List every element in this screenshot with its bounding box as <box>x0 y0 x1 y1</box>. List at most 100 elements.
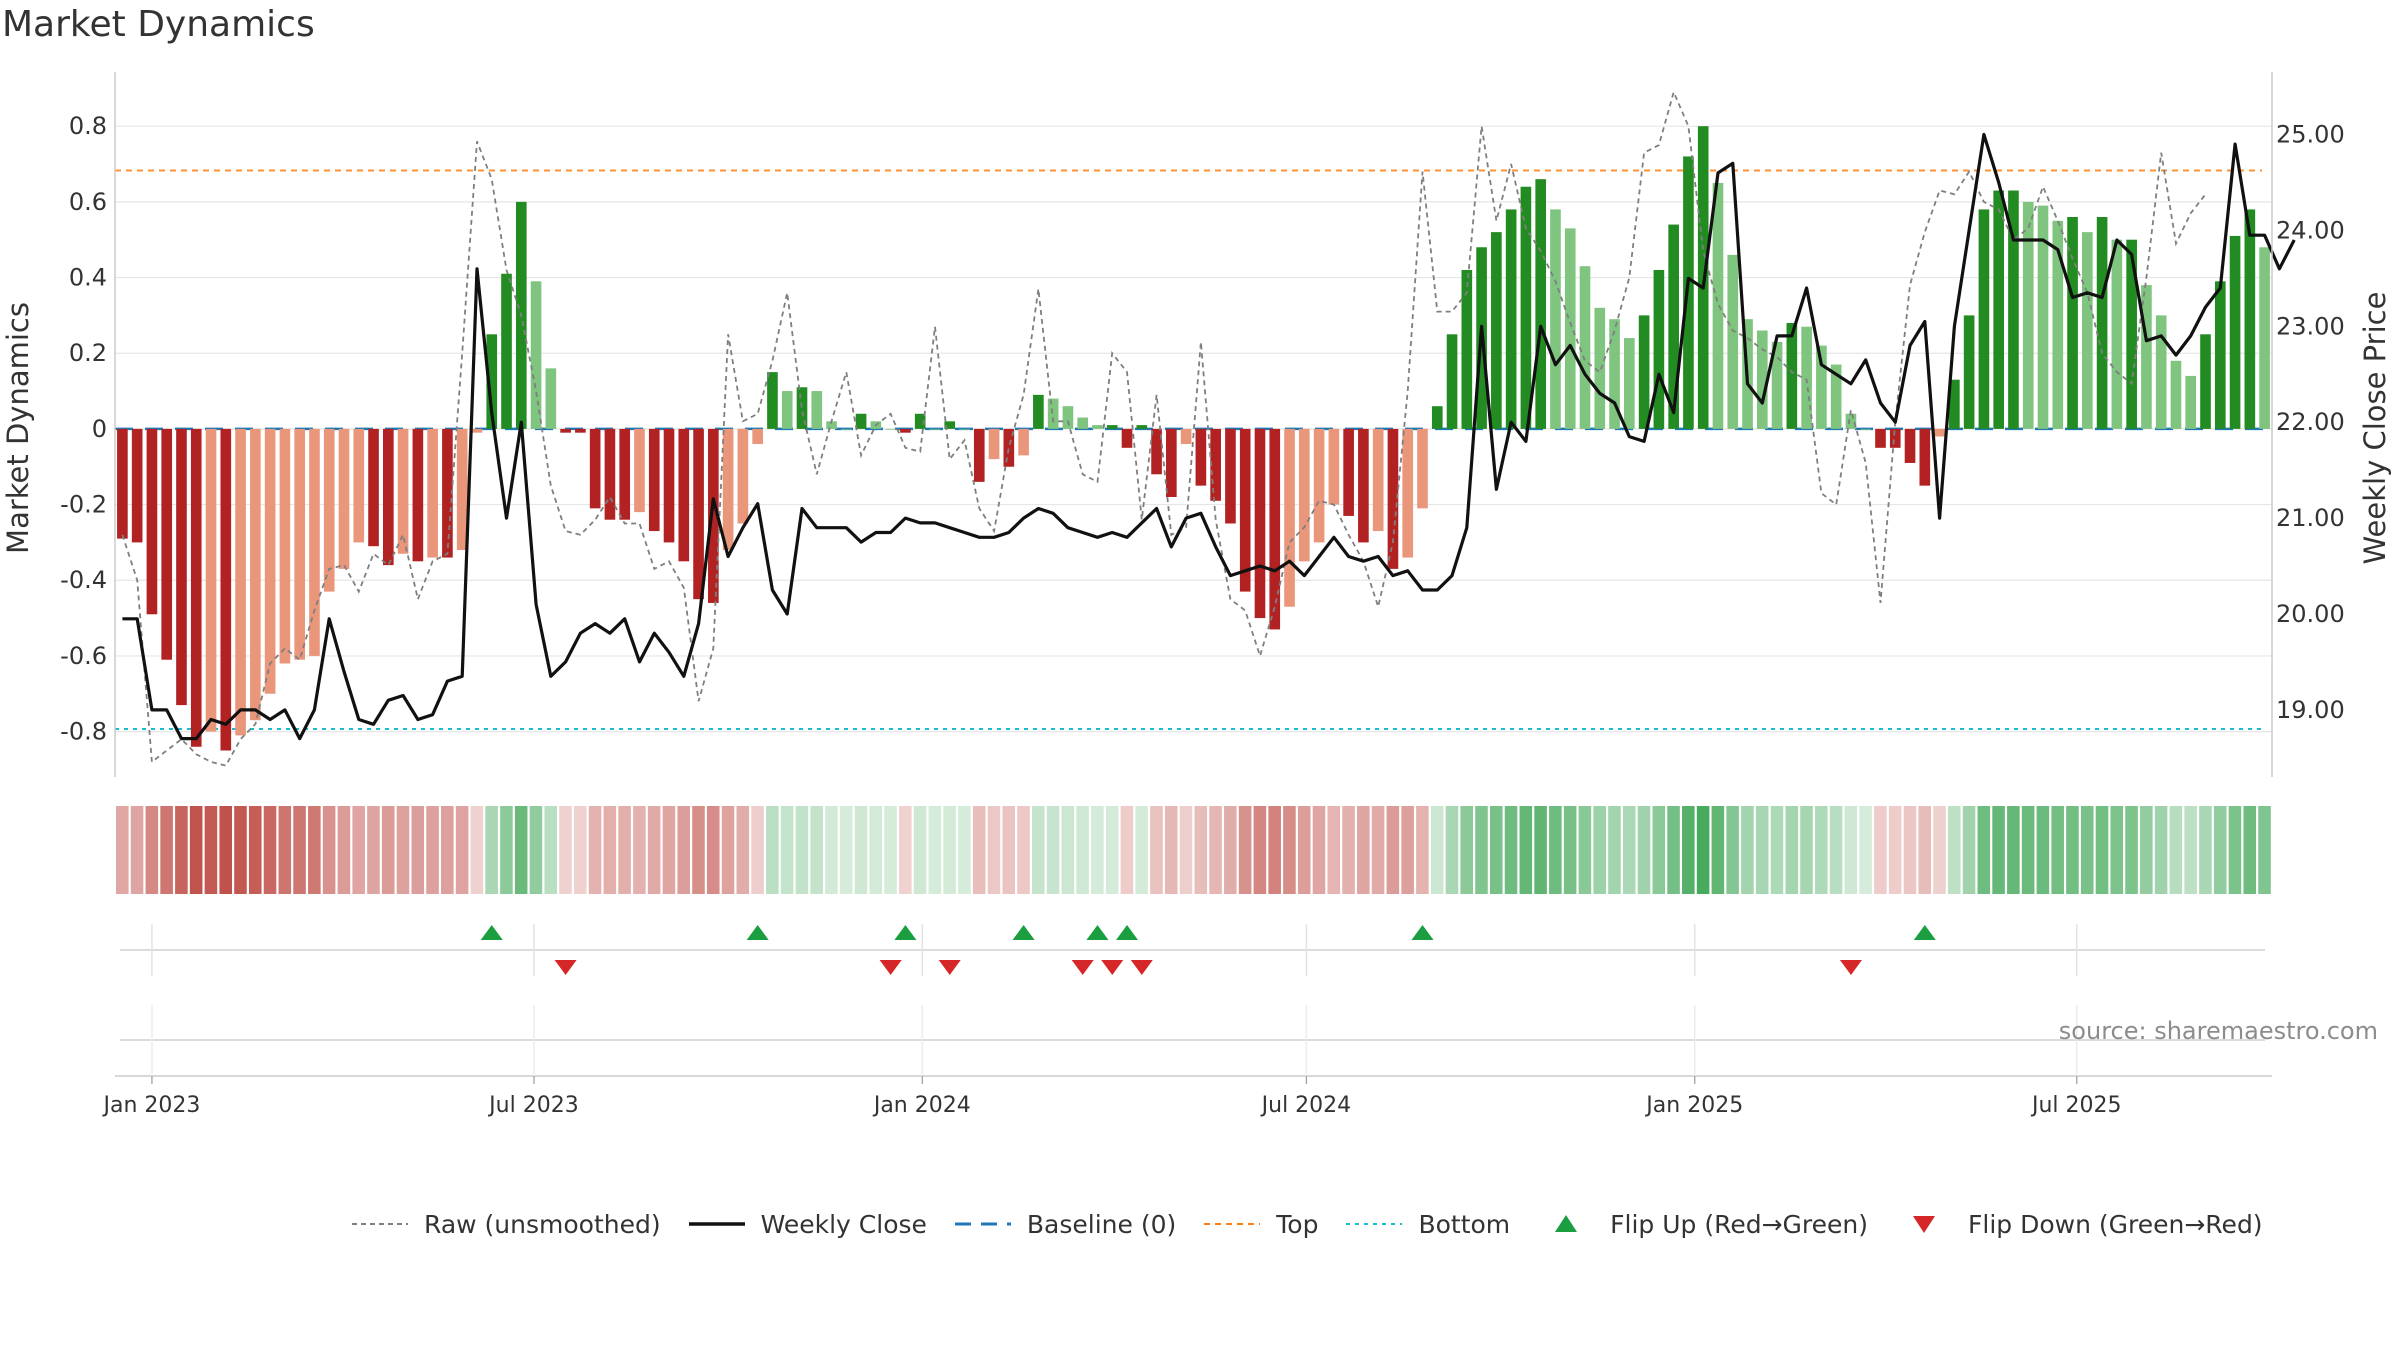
heat-cell <box>839 806 853 894</box>
dynamics-bar <box>2008 190 2019 429</box>
dynamics-bar <box>2200 334 2211 429</box>
y-left-tick-label: 0.4 <box>69 264 107 292</box>
flip-up-marker <box>894 925 917 940</box>
heat-cell <box>1829 806 1843 894</box>
x-tick-label: Jan 2024 <box>872 1093 971 1118</box>
dynamics-bar <box>2037 205 2049 429</box>
heat-cell <box>1489 806 1503 894</box>
heat-cell <box>396 806 410 894</box>
flip-up-marker <box>1913 925 1936 940</box>
heat-cell <box>293 806 306 894</box>
heat-cell <box>2243 806 2257 894</box>
heat-cell <box>116 806 129 894</box>
weekly-close-line <box>122 132 2296 741</box>
heat-cell <box>1874 806 1887 894</box>
dynamics-bar <box>2185 375 2197 429</box>
dynamics-bar <box>161 428 173 660</box>
flip-up-marker <box>1086 925 1109 940</box>
heat-cell <box>1357 806 1370 894</box>
dynamics-bar <box>1845 413 1857 429</box>
heat-cell <box>662 806 676 894</box>
legend-item-top: Top <box>1202 1210 1318 1239</box>
heat-cell <box>1977 806 1991 894</box>
dynamics-bar <box>678 428 690 562</box>
legend-item-bottom: Bottom <box>1344 1210 1510 1239</box>
market-dynamics-chart: Jan 2023 Jul 2023 Jan 2024 Jul 2024 Jan 2025… <box>1 72 2392 1118</box>
heat-cell <box>1844 806 1858 894</box>
heat-cell <box>825 806 838 894</box>
heat-cell <box>987 806 1001 894</box>
dynamics-bar <box>1180 428 1192 445</box>
y-left-tick-label: -0.6 <box>60 642 107 670</box>
heat-cell <box>2228 806 2242 894</box>
heat-cell <box>1046 806 1060 894</box>
legend-label: Flip Down (Green→Red) <box>1968 1209 2263 1239</box>
flip-up-marker <box>480 925 503 940</box>
dynamics-bar <box>826 421 837 429</box>
dynamics-bar <box>1121 428 1133 448</box>
heat-cell <box>2051 806 2064 894</box>
heat-cell <box>2184 806 2197 894</box>
heat-cell <box>1888 806 1902 894</box>
flip-up-marker <box>1116 925 1139 940</box>
heat-cell <box>677 806 690 894</box>
heat-cell <box>588 806 602 894</box>
dynamics-bar <box>1712 182 1724 429</box>
heat-cell <box>1283 806 1296 894</box>
flip-down-marker <box>1101 960 1124 975</box>
heat-cell <box>766 806 779 894</box>
heat-cell <box>1593 806 1606 894</box>
dynamics-bar <box>752 428 763 445</box>
dynamics-bar <box>1801 326 1812 429</box>
dynamics-bar <box>1461 269 1473 429</box>
heat-cell <box>470 806 484 894</box>
legend-label: Bottom <box>1418 1209 1511 1239</box>
heat-cell <box>1962 806 1976 894</box>
heat-cell <box>514 806 528 894</box>
legend-label: Top <box>1276 1209 1319 1239</box>
dynamics-bar <box>1550 209 1561 429</box>
dynamics-bar <box>250 428 261 721</box>
flip-up-marker <box>1411 925 1434 940</box>
heat-cell <box>1164 806 1178 894</box>
heat-cell <box>1903 806 1917 894</box>
heat-cell <box>1268 806 1281 894</box>
y-left-tick-label: -0.8 <box>60 718 107 746</box>
dynamics-bar <box>1505 209 1517 429</box>
dynamics-bar <box>2244 209 2256 429</box>
dynamics-bar <box>693 428 704 600</box>
heat-cell <box>1327 806 1341 894</box>
legend-label: Raw (unsmoothed) <box>424 1209 661 1239</box>
heat-cell <box>2080 806 2094 894</box>
heat-cell <box>573 806 587 894</box>
heat-cell <box>633 806 646 894</box>
dynamics-bar <box>663 428 675 543</box>
heat-cell <box>1224 806 1237 894</box>
y-right-tick-label: 19.00 <box>2276 696 2345 724</box>
axis-labels: 0.8 0.6 0.4 0.2 0 -0.2 -0.4 -0.6 -0.8 25.00 24.00 2… <box>1 112 2392 745</box>
heat-cell <box>1253 806 1267 894</box>
dynamics-bar <box>1062 406 1074 429</box>
heat-cell <box>1460 806 1474 894</box>
heat-cell <box>1682 806 1695 894</box>
y-right-tick-label: 21.00 <box>2276 504 2345 532</box>
flip-down-marker <box>554 960 577 975</box>
heat-cell <box>1179 806 1193 894</box>
legend-item-baseline: Baseline (0) <box>953 1210 1176 1239</box>
source-note: source: sharemaestro.com <box>2059 1017 2378 1045</box>
heat-cell <box>1475 806 1488 894</box>
heat-cell <box>869 806 883 894</box>
heat-cell <box>1002 806 1016 894</box>
heat-cell <box>810 806 823 894</box>
dynamics-bar <box>1092 425 1103 429</box>
legend-swatch <box>688 1222 745 1226</box>
heat-cell <box>1135 806 1148 894</box>
y-left-tick-label: 0 <box>92 415 107 443</box>
heat-cell <box>2140 806 2153 894</box>
y-right-tick-label: 22.00 <box>2276 408 2345 436</box>
heat-cell <box>337 806 351 894</box>
heat-cell <box>308 806 321 894</box>
heat-cell <box>1785 806 1799 894</box>
y-right-tick-label: 24.00 <box>2276 216 2345 244</box>
y-right-tick-label: 25.00 <box>2276 121 2345 149</box>
